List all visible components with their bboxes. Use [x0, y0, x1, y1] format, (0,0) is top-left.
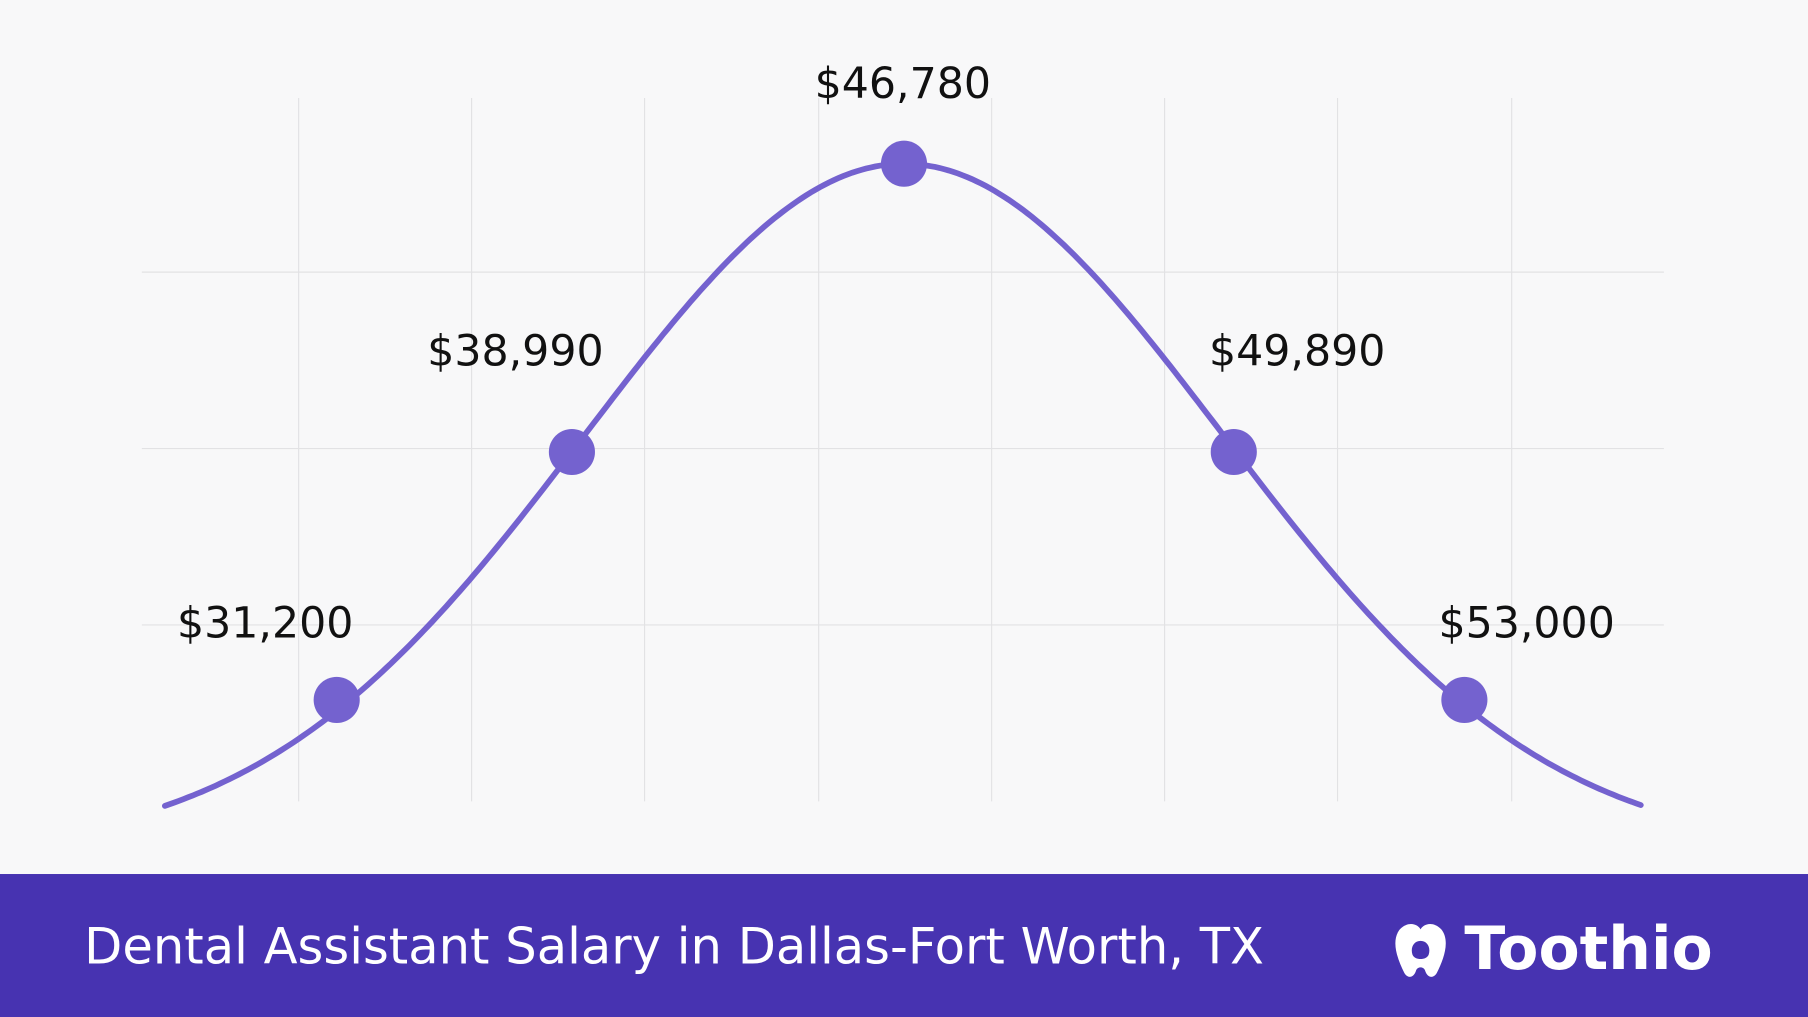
points [313, 140, 1488, 723]
footer-title: Dental Assistant Salary in Dallas-Fort W… [84, 918, 1264, 976]
salary-label: $46,780 [815, 59, 991, 109]
point [880, 140, 928, 187]
point [548, 428, 595, 476]
salary-label: $38,990 [427, 326, 603, 376]
grid [141, 98, 1664, 802]
point [1441, 676, 1488, 723]
salary-label: $31,200 [177, 599, 353, 649]
footer-band [0, 874, 1808, 1017]
salary-label: $53,000 [1438, 599, 1614, 649]
brand-logo [1395, 924, 1446, 977]
brand-name: Toothio [1464, 914, 1712, 984]
point [313, 676, 360, 723]
salary-label: $49,890 [1209, 326, 1385, 376]
point [1210, 428, 1257, 476]
